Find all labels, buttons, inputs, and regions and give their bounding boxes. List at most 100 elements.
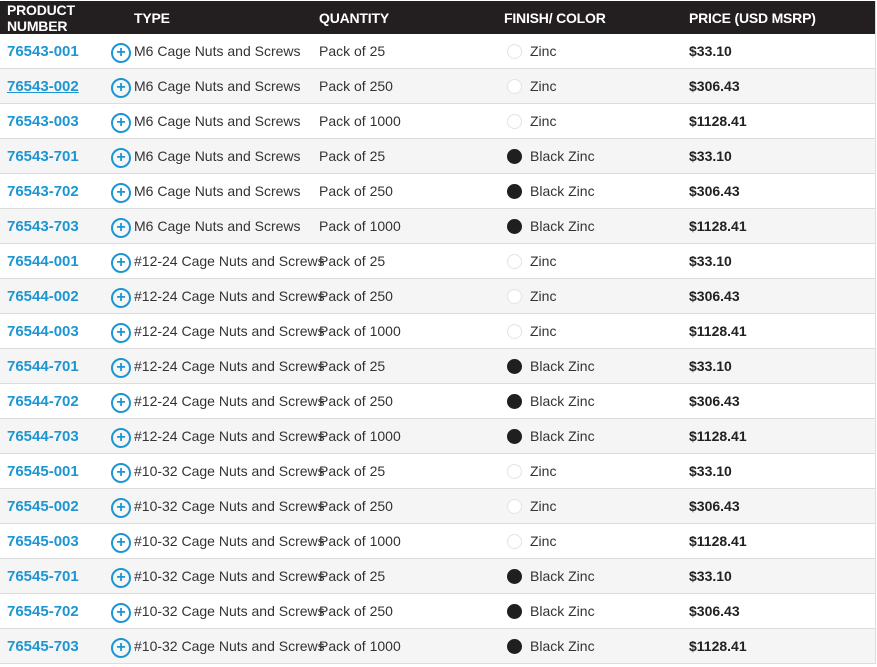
finish-label: Zinc — [530, 252, 557, 269]
price-cell: $1128.41 — [689, 313, 876, 349]
product-number-cell: 76543-002 + — [0, 68, 134, 104]
finish-cell: Zinc — [504, 243, 689, 279]
type-cell: #12-24 Cage Nuts and Screws — [134, 278, 325, 314]
product-number-link[interactable]: 76543-002 — [7, 77, 79, 95]
product-number-link[interactable]: 76544-702 — [7, 392, 79, 410]
type-cell: #12-24 Cage Nuts and Screws — [134, 243, 325, 279]
finish-cell: Black Zinc — [504, 383, 689, 419]
product-number-link[interactable]: 76544-002 — [7, 287, 79, 305]
product-number-cell: 76544-003 + — [0, 313, 134, 349]
product-number-link[interactable]: 76544-003 — [7, 322, 79, 340]
product-number-cell: 76543-701 + — [0, 138, 134, 174]
product-number-link[interactable]: 76543-702 — [7, 182, 79, 200]
plus-circle-icon[interactable]: + — [111, 428, 131, 448]
plus-circle-icon[interactable]: + — [111, 358, 131, 378]
product-number-cell: 76545-702 + — [0, 593, 134, 629]
table-row: 76544-702 + #12-24 Cage Nuts and Screws … — [0, 383, 876, 419]
product-number-cell: 76544-001 + — [0, 243, 134, 279]
plus-circle-icon[interactable]: + — [111, 463, 131, 483]
plus-circle-icon[interactable]: + — [111, 183, 131, 203]
type-cell: M6 Cage Nuts and Screws — [134, 173, 319, 209]
product-number-cell: 76545-701 + — [0, 558, 134, 594]
finish-label: Zinc — [530, 287, 557, 304]
quantity-cell: Pack of 250 — [319, 173, 504, 209]
zinc-swatch-icon — [507, 254, 522, 270]
price-cell: $306.43 — [689, 173, 876, 209]
table-row: 76543-002 + M6 Cage Nuts and Screws Pack… — [0, 68, 876, 104]
zinc-swatch-icon — [507, 499, 522, 515]
plus-circle-icon[interactable]: + — [111, 533, 131, 553]
product-number-link[interactable]: 76545-001 — [7, 462, 79, 480]
finish-label: Black Zinc — [530, 147, 595, 164]
quantity-cell: Pack of 25 — [319, 243, 504, 279]
plus-circle-icon[interactable]: + — [111, 43, 131, 63]
plus-circle-icon[interactable]: + — [111, 113, 131, 133]
price-cell: $33.10 — [689, 138, 876, 174]
product-number-link[interactable]: 76543-003 — [7, 112, 79, 130]
plus-circle-icon[interactable]: + — [111, 288, 131, 308]
table-row: 76543-701 + M6 Cage Nuts and Screws Pack… — [0, 138, 876, 174]
plus-circle-icon[interactable]: + — [111, 603, 131, 623]
type-cell: M6 Cage Nuts and Screws — [134, 103, 319, 139]
finish-label: Black Zinc — [530, 182, 595, 199]
finish-cell: Zinc — [504, 313, 689, 349]
finish-cell: Zinc — [504, 488, 689, 524]
price-cell: $306.43 — [689, 383, 876, 419]
plus-circle-icon[interactable]: + — [111, 393, 131, 413]
quantity-cell: Pack of 1000 — [319, 418, 504, 454]
product-number-link[interactable]: 76543-001 — [7, 42, 79, 60]
quantity-cell: Pack of 1000 — [319, 523, 504, 559]
finish-cell: Black Zinc — [504, 208, 689, 244]
table-row: 76545-701 + #10-32 Cage Nuts and Screws … — [0, 558, 876, 594]
table-row: 76543-001 + M6 Cage Nuts and Screws Pack… — [0, 34, 876, 69]
price-cell: $1128.41 — [689, 418, 876, 454]
black-zinc-swatch-icon — [507, 219, 522, 235]
finish-label: Black Zinc — [530, 637, 595, 654]
zinc-swatch-icon — [507, 324, 522, 340]
zinc-swatch-icon — [507, 114, 522, 130]
plus-circle-icon[interactable]: + — [111, 218, 131, 238]
black-zinc-swatch-icon — [507, 394, 522, 410]
product-number-link[interactable]: 76545-701 — [7, 567, 79, 585]
type-cell: #10-32 Cage Nuts and Screws — [134, 488, 325, 524]
header-finish-color: FINISH/ COLOR — [504, 1, 689, 34]
plus-circle-icon[interactable]: + — [111, 638, 131, 658]
finish-label: Zinc — [530, 42, 557, 59]
table-row: 76545-001 + #10-32 Cage Nuts and Screws … — [0, 453, 876, 489]
plus-circle-icon[interactable]: + — [111, 498, 131, 518]
product-number-link[interactable]: 76544-001 — [7, 252, 79, 270]
product-number-link[interactable]: 76544-703 — [7, 427, 79, 445]
finish-cell: Black Zinc — [504, 348, 689, 384]
product-number-link[interactable]: 76545-702 — [7, 602, 79, 620]
table-row: 76545-002 + #10-32 Cage Nuts and Screws … — [0, 488, 876, 524]
plus-circle-icon[interactable]: + — [111, 568, 131, 588]
plus-circle-icon[interactable]: + — [111, 148, 131, 168]
finish-cell: Zinc — [504, 453, 689, 489]
type-cell: M6 Cage Nuts and Screws — [134, 34, 319, 69]
product-number-link[interactable]: 76543-703 — [7, 217, 79, 235]
finish-label: Zinc — [530, 462, 557, 479]
black-zinc-swatch-icon — [507, 184, 522, 200]
product-number-link[interactable]: 76545-703 — [7, 637, 79, 655]
plus-circle-icon[interactable]: + — [111, 253, 131, 273]
product-number-cell: 76544-703 + — [0, 418, 134, 454]
product-number-cell: 76543-702 + — [0, 173, 134, 209]
header-quantity: QUANTITY — [319, 1, 504, 34]
plus-circle-icon[interactable]: + — [111, 323, 131, 343]
product-number-link[interactable]: 76543-701 — [7, 147, 79, 165]
price-cell: $1128.41 — [689, 208, 876, 244]
type-cell: #10-32 Cage Nuts and Screws — [134, 628, 325, 664]
quantity-cell: Pack of 25 — [319, 453, 504, 489]
product-number-link[interactable]: 76545-002 — [7, 497, 79, 515]
plus-circle-icon[interactable]: + — [111, 78, 131, 98]
type-cell: #12-24 Cage Nuts and Screws — [134, 348, 325, 384]
price-cell: $33.10 — [689, 558, 876, 594]
finish-cell: Zinc — [504, 278, 689, 314]
product-number-link[interactable]: 76544-701 — [7, 357, 79, 375]
table-row: 76543-003 + M6 Cage Nuts and Screws Pack… — [0, 103, 876, 139]
product-number-cell: 76543-001 + — [0, 34, 134, 69]
finish-cell: Black Zinc — [504, 593, 689, 629]
product-number-cell: 76543-003 + — [0, 103, 134, 139]
type-cell: #12-24 Cage Nuts and Screws — [134, 418, 325, 454]
product-number-link[interactable]: 76545-003 — [7, 532, 79, 550]
